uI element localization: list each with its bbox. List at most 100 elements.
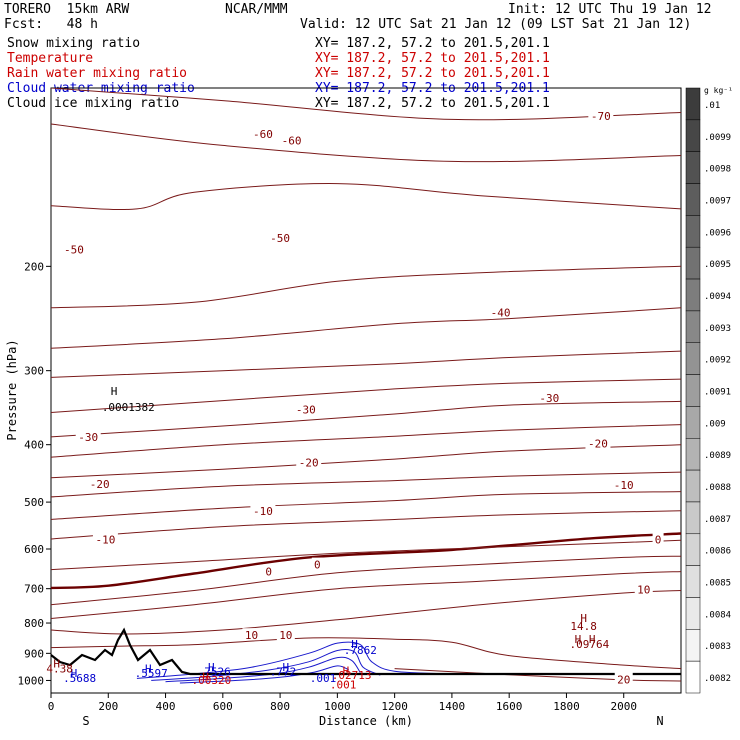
colorbar-swatch [685,151,701,184]
axis-ticks: 0 200 400 600 800 1000 1200 1400 1600 1800 2000200… [18,260,637,713]
isotherm-line [51,532,681,590]
contour-label: -50 [270,232,290,245]
contour-label-bg [293,402,319,415]
y-axis-label: Pressure (hPa) [5,339,19,440]
colorbar-tick-label: .0087 [704,515,731,525]
direction-south: S [82,714,89,728]
contour-label: .5597 [135,667,168,680]
contour-label: -50 [64,243,84,256]
y-tick-label: 600 [24,543,44,556]
contour-label: -60 [282,134,302,147]
legend-xy-cloud-ice: XY= 187.2, 57.2 to 201.5,201.1 [315,96,550,111]
x-tick-label: 1000 [324,700,351,713]
valid-time: Valid: 12 UTC Sat 21 Jan 12 (09 LST Sat … [300,17,692,32]
x-tick-label: 1200 [381,700,408,713]
contour-label-bg [611,478,637,491]
contour-label: H [71,667,78,680]
x-tick-label: 1600 [496,700,523,713]
colorbar-tick-label: .0089 [704,451,731,461]
legend-label-temperature: Temperature [7,51,94,66]
colorbar-swatch [685,629,701,662]
contour-label: 0 [314,559,321,572]
x-tick-label: 600 [213,700,233,713]
plot-frame [50,87,682,694]
contour-label: 0 [265,565,272,578]
isotherm-line [51,471,681,498]
contour-label: .001 [330,679,357,692]
contour-label: H [343,664,350,677]
contour-label-bg [614,672,633,685]
contour-label: -40 [491,306,511,319]
colorbar-tick-label: .0094 [704,292,731,302]
contour-label: -10 [614,479,634,492]
contour-label: .0001382 [102,401,155,414]
contour-label: .02713 [332,669,372,682]
contour-label: -30 [539,392,559,405]
contour-label: -10 [253,505,273,518]
cloud-water-contours [136,641,452,684]
y-tick-label: 900 [24,647,44,660]
y-tick-label: 200 [24,260,44,273]
contour-label: 20 [617,673,630,686]
colorbar-tick-label: .0099 [704,133,731,143]
colorbar-swatch [685,406,701,439]
colorbar-swatch [685,246,701,280]
contour-label-bg [87,477,113,490]
x-tick-label: 2000 [610,700,637,713]
x-tick-label: 200 [98,700,118,713]
contour-label: 0 [655,533,662,546]
legend-xy-rain: XY= 187.2, 57.2 to 201.5,201.1 [315,66,550,81]
isotherm-line [51,539,681,571]
y-tick-label: 700 [24,583,44,596]
cloud-water-line [136,641,452,679]
contour-label: 4.38 [46,662,73,675]
contour-label-bg [250,504,276,517]
org-label: NCAR/MMM [225,2,288,17]
contour-label-bg [585,436,611,449]
isotherm-line [51,123,681,163]
x-tick-label: 1800 [553,700,580,713]
direction-north: N [656,714,663,728]
colorbar-swatch [685,278,701,312]
y-tick-label: 400 [24,439,44,452]
contour-label: H [589,633,596,646]
colorbar-tick-label: .0084 [704,610,731,620]
contour-label: H [580,612,587,625]
isotherm-line [51,424,681,458]
legend-xy-temperature: XY= 187.2, 57.2 to 201.5,201.1 [315,51,550,66]
forecast-hour: Fcst: 48 h [4,17,98,32]
isotherm-line [51,444,681,479]
colorbar-tick-label: .0098 [704,165,731,175]
isotherm-line [51,510,681,540]
colorbar-tick-label: .0083 [704,642,731,652]
contour-label-bg [75,430,101,443]
legend-label-snow: Snow mixing ratio [7,36,141,51]
x-tick-label: 800 [270,700,290,713]
model-title: TORERO 15km ARW [4,2,130,17]
isotherm-line [51,88,681,121]
colorbar-swatch [685,183,701,216]
contour-label: -20 [299,456,319,469]
x-tick-label: 400 [156,700,176,713]
colorbar-tick-label: .009 [704,419,726,429]
contour-label: -70 [591,110,611,123]
contour-label: H [208,661,215,674]
contour-label-bg [279,133,305,146]
contour-label: .7526 [198,666,231,679]
contour-label-bg [250,126,276,139]
contour-labels: -70 -60 -60 -50 -50 -40 -30 -30 -30 -20 -20 -20 -10 -… [46,109,664,692]
isotherm-line [51,265,681,309]
colorbar-swatch [685,87,701,121]
contour-label-bg [652,532,664,545]
contour-label: H [111,385,118,398]
contour-label-bg [267,231,293,244]
terrain-profile [50,627,681,676]
colorbar-tick-label: .0095 [704,260,731,270]
isotherm-line [51,555,681,606]
contour-label: 10 [279,629,292,642]
contour-label: -30 [296,403,316,416]
colorbar-swatch [685,342,701,375]
colorbar-tick-label: .0092 [704,356,731,366]
x-axis-label: Distance (km) [319,714,413,728]
